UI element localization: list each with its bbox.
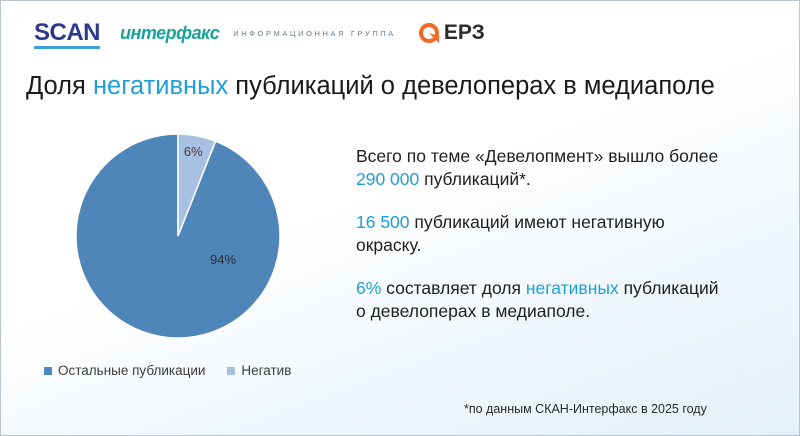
pie-label-others: 94% bbox=[210, 252, 236, 267]
scan-logo: SCAN bbox=[34, 19, 101, 47]
stat-share-text-3: о девелоперах в медиаполе. bbox=[356, 301, 591, 321]
pie-labels: 94% 6% bbox=[184, 144, 237, 267]
stat-negative-text-1: публикаций имеют негативную bbox=[409, 212, 665, 232]
stat-negative-text-2: окраску. bbox=[356, 235, 422, 255]
legend-label-others: Остальные публикации bbox=[58, 363, 206, 378]
legend-label-negative: Негатив bbox=[241, 363, 292, 378]
stat-total-text-1: Всего по теме «Девелопмент» вышло более bbox=[356, 146, 719, 166]
stat-total: Всего по теме «Девелопмент» вышло более … bbox=[356, 145, 776, 191]
page-title: Доля негативных публикаций о девелоперах… bbox=[26, 72, 786, 101]
scan-logo-text: SCAN bbox=[34, 19, 101, 46]
stat-share-number: 6% bbox=[356, 278, 382, 298]
legend-item-negative: Негатив bbox=[227, 363, 291, 378]
legend-swatch-negative bbox=[227, 366, 236, 375]
pie-label-negative: 6% bbox=[184, 144, 203, 159]
stat-negative-number: 16 500 bbox=[356, 212, 410, 232]
erz-logo-icon bbox=[418, 23, 439, 43]
erz-logo: ЕРЗ bbox=[418, 21, 485, 45]
title-part-1: Доля bbox=[26, 72, 93, 100]
chart-legend: Остальные публикации Негатив bbox=[44, 363, 313, 378]
title-highlight: негативных bbox=[92, 72, 229, 100]
stat-share-text-1: составляет доля bbox=[381, 278, 526, 298]
pie-slice-negative bbox=[177, 133, 217, 237]
stat-negative: 16 500 публикаций имеют негативную окрас… bbox=[356, 211, 776, 257]
stat-share-highlight: негативных bbox=[525, 278, 619, 298]
interfax-subtitle: информационная группа bbox=[233, 28, 396, 38]
stat-total-number: 290 000 bbox=[356, 169, 420, 189]
title-part-2: публикаций о девелоперах в медиаполе bbox=[228, 72, 715, 100]
interfax-logo: интерфакс bbox=[120, 22, 220, 43]
footnote: *по данным СКАН-Интерфакс в 2025 году bbox=[464, 402, 707, 416]
pie-slices bbox=[75, 133, 281, 339]
logo-bar: SCAN интерфакс информационная группа ЕРЗ bbox=[34, 18, 485, 48]
stat-share-text-2: публикаций bbox=[618, 278, 719, 298]
legend-swatch-others bbox=[44, 366, 52, 375]
legend-item-others: Остальные публикации bbox=[44, 363, 205, 378]
stat-total-text-2: публикаций*. bbox=[419, 169, 531, 189]
erz-logo-text: ЕРЗ bbox=[443, 21, 485, 44]
stat-share: 6% составляет доля негативных публикаций… bbox=[356, 277, 776, 323]
